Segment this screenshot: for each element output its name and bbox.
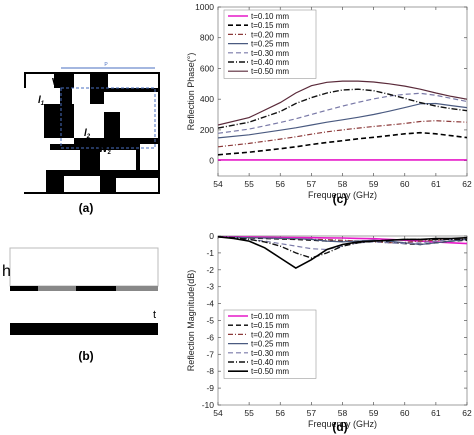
patch-segment (38, 286, 76, 291)
y-tick-label: -3 (206, 282, 214, 292)
x-tick-label: 58 (338, 408, 348, 418)
substrate-outline (9, 247, 159, 287)
x-tick-label: 60 (400, 408, 410, 418)
panel-d-label: (d) (332, 420, 347, 434)
y-tick-label: -10 (202, 400, 215, 410)
legend-entry: t=0.25 mm (251, 40, 289, 49)
x-tick-label: 56 (276, 408, 286, 418)
series-line (218, 92, 467, 134)
patch-segment (116, 286, 158, 291)
l2-label: l2 (84, 128, 91, 140)
y-tick-label: 400 (200, 94, 214, 104)
unit-cell-dashed-outline (60, 87, 156, 149)
legend-entry: t=0.50 mm (251, 67, 289, 76)
y-tick-label: -4 (206, 299, 214, 309)
x-tick-label: 61 (431, 179, 441, 189)
series-line (218, 120, 467, 148)
x-tick-label: 62 (462, 408, 472, 418)
y-tick-label: 600 (200, 63, 214, 73)
ground-plane (10, 323, 158, 335)
panel-c-label: (c) (333, 192, 348, 206)
legend-entry: t=0.10 mm (251, 312, 289, 321)
series-line (218, 88, 467, 129)
l1-label: l1 (38, 95, 45, 107)
white-patterns (10, 72, 158, 194)
h-label: h (2, 263, 11, 280)
y-tick-label: 200 (200, 125, 214, 135)
y-tick-label: -7 (206, 349, 214, 359)
t-label: t (153, 309, 156, 321)
x-axis-label: Frequency (GHz) (308, 190, 377, 200)
x-tick-label: 61 (431, 408, 441, 418)
legend-entry: t=0.10 mm (251, 12, 289, 21)
legend-entry: t=0.20 mm (251, 330, 289, 339)
y-tick-label: -8 (206, 366, 214, 376)
series-line (218, 80, 467, 126)
y-tick-label: 1000 (195, 2, 214, 12)
x-tick-label: 58 (338, 179, 348, 189)
legend-entry: t=0.15 mm (251, 21, 289, 30)
legend-box (223, 9, 317, 79)
legend-entry: t=0.25 mm (251, 340, 289, 349)
y-axis-label: Reflection Magnitude(dB) (186, 270, 196, 372)
y-axis-label: Reflection Phase(°) (186, 53, 196, 131)
series-line (218, 102, 467, 139)
w1-label: W1 (52, 77, 65, 89)
y-tick-label: -1 (206, 248, 214, 258)
x-tick-label: 55 (244, 408, 254, 418)
y-tick-label: 0 (209, 231, 214, 241)
x-tick-label: 54 (213, 179, 223, 189)
legend-entry: t=0.40 mm (251, 358, 289, 367)
y-tick-label: -2 (206, 265, 214, 275)
y-tick-label: 0 (209, 156, 214, 166)
series-group (218, 236, 467, 270)
y-tick-label: -5 (206, 316, 214, 326)
panel-b-cross-section: h t (b) (2, 247, 159, 363)
legend-entry: t=0.30 mm (251, 349, 289, 358)
y-tick-label: 800 (200, 33, 214, 43)
series-line (218, 236, 467, 246)
x-tick-label: 54 (213, 408, 223, 418)
x-tick-label: 55 (244, 179, 254, 189)
panel-a-metasurface-unit-cell: P W1 l1 W2 l2 (a) (10, 62, 160, 215)
series-line (218, 236, 467, 270)
legend-entry: t=0.30 mm (251, 49, 289, 58)
x-tick-label: 60 (400, 179, 410, 189)
legend-entry: t=0.20 mm (251, 30, 289, 39)
period-label: P (104, 62, 108, 68)
legend-entry: t=0.50 mm (251, 367, 289, 376)
series-line (218, 131, 467, 156)
w2-label: W2 (98, 144, 111, 156)
chart-c: 0 200 400 600 800 1000 54 55 56 57 58 59 60 61 62 Frequ… (186, 2, 472, 200)
series-group (218, 80, 467, 161)
x-tick-label: 62 (462, 179, 472, 189)
x-axis-label: Frequency (GHz) (308, 419, 377, 429)
x-tick-label: 57 (307, 408, 317, 418)
y-tick-label: -9 (206, 383, 214, 393)
x-tick-label: 56 (276, 179, 286, 189)
x-tick-label: 59 (369, 408, 379, 418)
panel-b-label: (b) (78, 349, 93, 363)
patch-segment (76, 286, 116, 291)
y-tick-label: -6 (206, 332, 214, 342)
legend-entry: t=0.15 mm (251, 321, 289, 330)
legend-entry: t=0.40 mm (251, 58, 289, 67)
x-tick-label: 59 (369, 179, 379, 189)
patch-segment (10, 286, 38, 291)
panel-a-label: (a) (79, 201, 94, 215)
x-tick-label: 57 (307, 179, 317, 189)
